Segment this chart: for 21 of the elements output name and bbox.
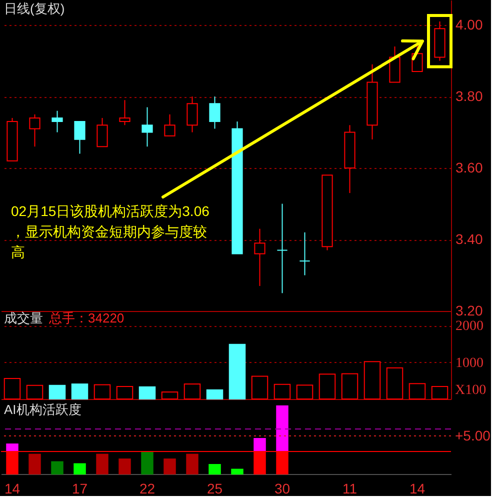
annotation: 02月15日该股机构活跃度为3.06，显示机构资金短期内参与度较高 (11, 203, 210, 260)
x-tick-label: 14 (4, 480, 20, 496)
x-tick-label: 14 (409, 480, 426, 496)
x-tick-label: 22 (139, 480, 156, 496)
chart-title: 日线(复权) (4, 1, 65, 16)
y-tick-label: 3.60 (456, 160, 483, 176)
y-tick-label: 3.20 (456, 302, 483, 318)
x-tick-label: 17 (72, 480, 88, 496)
x-tick-label: 30 (274, 480, 290, 496)
x-tick-label: 11 (342, 480, 358, 496)
y-tick-label: 2000 (456, 319, 484, 334)
chart-subtitle: 总手：34220 (48, 310, 124, 326)
y-tick-label: 3.40 (456, 231, 483, 248)
y-tick-label: 3.80 (456, 88, 483, 104)
y-axis-title: X100 (455, 383, 486, 398)
chart-title: AI机构活跃度 (4, 402, 82, 417)
text: +5.00 (455, 428, 491, 444)
x-tick-label: 25 (206, 480, 223, 496)
chart-title: 成交量 (4, 310, 43, 326)
y-tick-label: 1000 (456, 356, 484, 371)
y-tick-label: 4.00 (456, 16, 483, 33)
